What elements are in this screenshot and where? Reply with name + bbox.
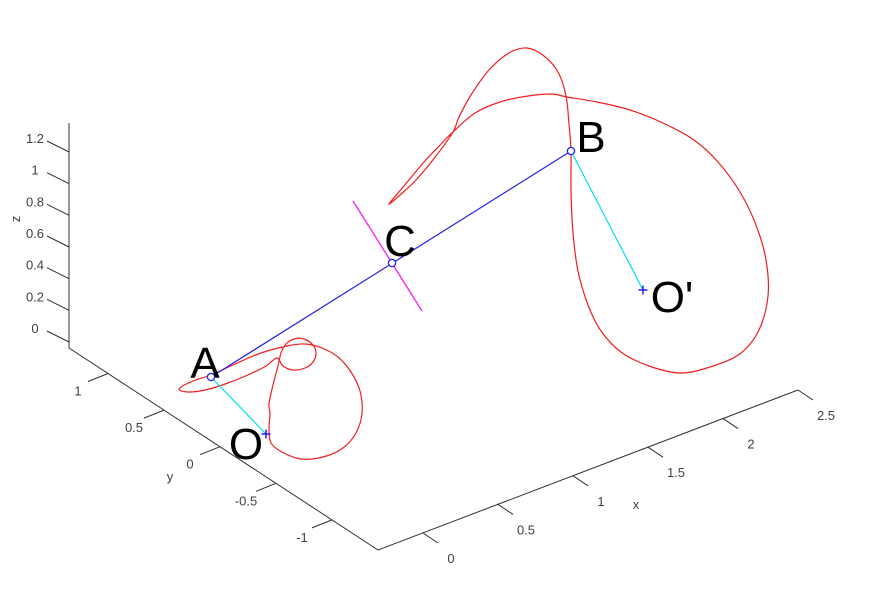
z-tick-label-1.2: 1.2 bbox=[26, 131, 44, 146]
y-axis-line bbox=[68, 347, 379, 551]
marker-O bbox=[261, 429, 271, 439]
z-tick-label-1: 1 bbox=[31, 163, 38, 178]
marker-C bbox=[387, 258, 397, 268]
z-tick-mark bbox=[46, 267, 70, 280]
z-tick-label-0: 0 bbox=[31, 321, 38, 336]
y-tick-label-1: 1 bbox=[74, 384, 81, 399]
point-label-A: A bbox=[190, 339, 220, 388]
segment-AO bbox=[210, 376, 267, 435]
x-tick-label-2: 2 bbox=[747, 437, 754, 452]
z-tick-label-0.2: 0.2 bbox=[26, 289, 44, 304]
point-labels-layer: A B C O O' bbox=[190, 113, 693, 469]
z-tick-mark bbox=[46, 298, 70, 311]
z-tick-label-0.8: 0.8 bbox=[26, 194, 44, 209]
x-axis: 0 0.5 1 1.5 2 2.5 x bbox=[377, 389, 835, 566]
y-tick-label--0.5: -0.5 bbox=[235, 493, 257, 508]
x-tick-label-0.5: 0.5 bbox=[517, 522, 535, 537]
y-tick-label--1: -1 bbox=[296, 530, 308, 545]
point-label-O: O bbox=[229, 420, 263, 469]
x-tick-label-2.5: 2.5 bbox=[817, 408, 835, 423]
x-tick-mark bbox=[497, 503, 514, 515]
point-label-B: B bbox=[576, 113, 605, 162]
x-tick-label-0: 0 bbox=[447, 551, 454, 566]
x-tick-mark bbox=[722, 418, 739, 430]
y-axis: 1 0.5 0 -0.5 -1 y bbox=[68, 347, 379, 551]
segment-B-Oprime bbox=[570, 150, 644, 291]
markers-layer bbox=[206, 146, 648, 439]
x-axis-line bbox=[377, 389, 799, 551]
x-tick-label-1.5: 1.5 bbox=[667, 465, 685, 480]
marker-A bbox=[206, 372, 216, 382]
y-tick-label-0.5: 0.5 bbox=[125, 420, 143, 435]
z-tick-label-0.4: 0.4 bbox=[26, 258, 44, 273]
space-curve-big-lobe bbox=[388, 47, 770, 374]
marker-O-prime bbox=[638, 285, 648, 295]
y-tick-label-0: 0 bbox=[186, 457, 193, 472]
point-label-C: C bbox=[384, 217, 416, 266]
z-tick-mark bbox=[46, 172, 70, 185]
y-tick-mark bbox=[311, 519, 333, 529]
y-tick-mark bbox=[143, 409, 165, 419]
z-tick-mark bbox=[46, 203, 70, 216]
x-tick-mark bbox=[572, 475, 589, 487]
x-tick-mark bbox=[797, 389, 814, 401]
curves-layer bbox=[178, 47, 770, 460]
tangent-line-at-C bbox=[352, 200, 423, 312]
x-axis-title: x bbox=[633, 497, 640, 512]
point-label-O-prime: O' bbox=[651, 273, 694, 322]
z-tick-mark bbox=[46, 140, 70, 153]
axes-layer: 0 0.5 1 1.5 2 2.5 x 1 0.5 0 -0.5 -1 y 1.2 1 0.8 0.6 0.4 0.… bbox=[8, 123, 835, 566]
y-tick-mark bbox=[87, 373, 109, 382]
marker-B bbox=[566, 146, 576, 156]
z-tick-mark bbox=[46, 330, 70, 343]
x-tick-mark bbox=[647, 446, 664, 458]
y-tick-mark bbox=[255, 482, 277, 492]
space-curve-small-lobe bbox=[178, 337, 363, 460]
z-axis-title: z bbox=[8, 216, 23, 223]
x-tick-mark bbox=[422, 532, 439, 544]
segments-layer bbox=[210, 150, 644, 435]
x-tick-label-1: 1 bbox=[597, 494, 604, 509]
z-tick-mark bbox=[46, 235, 70, 248]
y-tick-mark bbox=[199, 446, 221, 456]
y-axis-title: y bbox=[167, 469, 174, 484]
z-tick-label-0.6: 0.6 bbox=[26, 226, 44, 241]
z-axis: 1.2 1 0.8 0.6 0.4 0.2 0 z bbox=[8, 123, 70, 348]
